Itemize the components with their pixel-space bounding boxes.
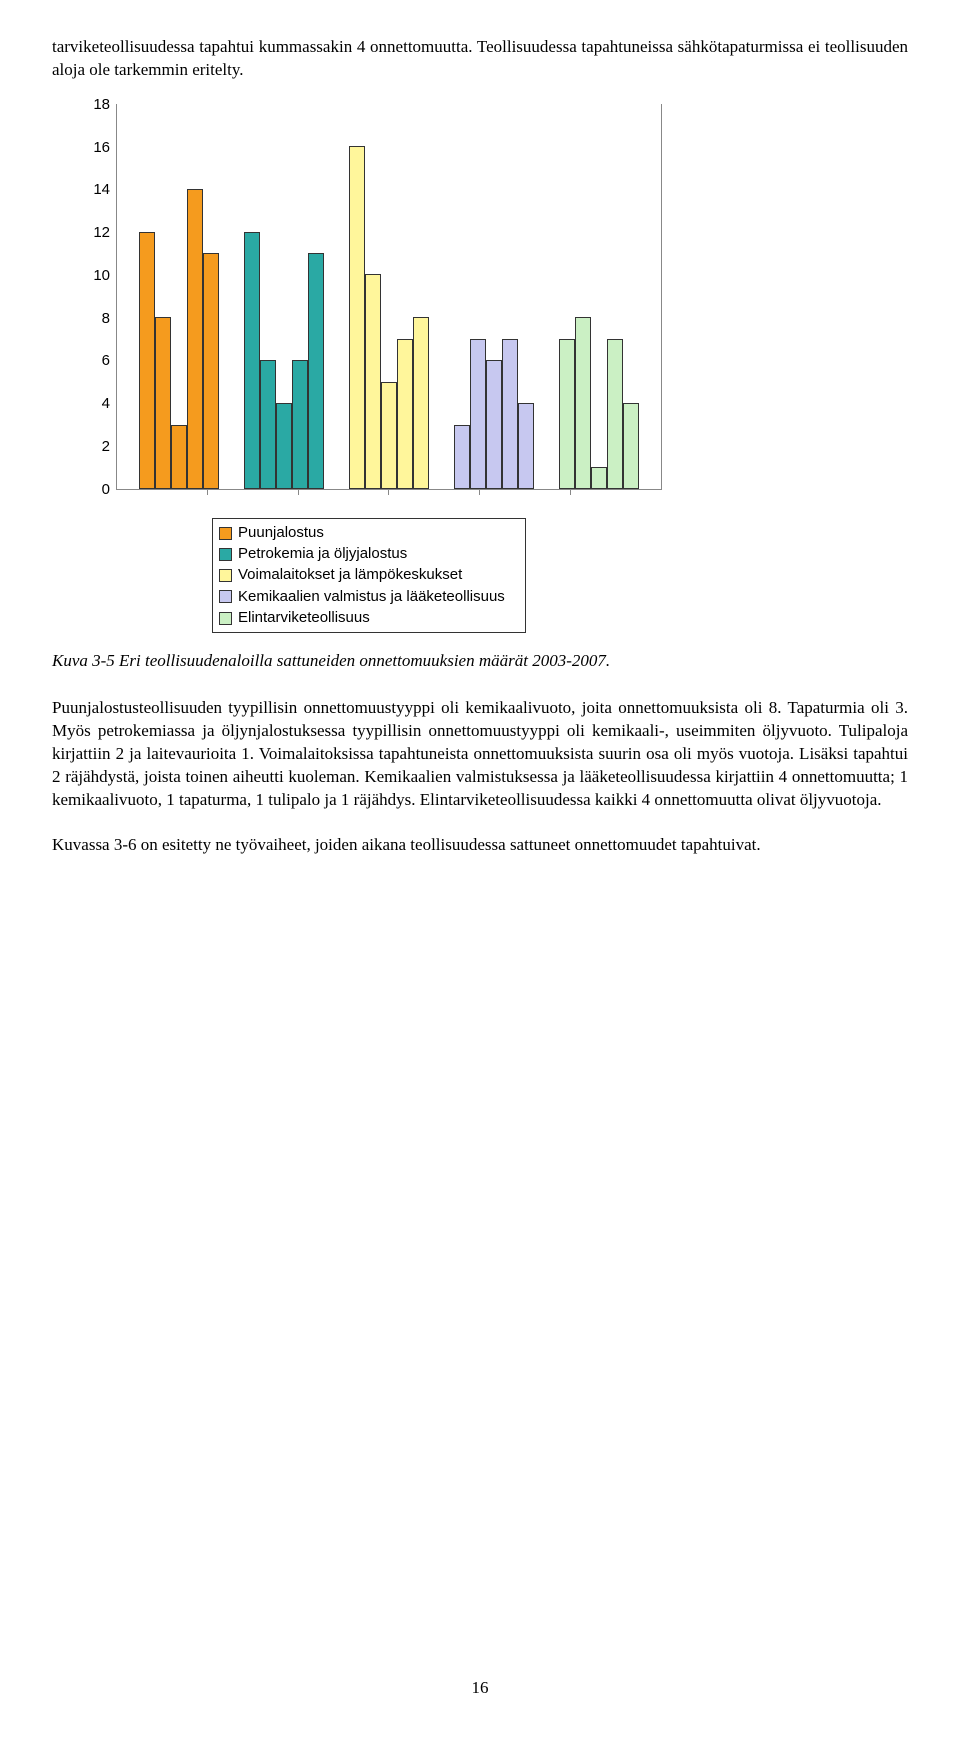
bar (591, 467, 607, 488)
legend-item: Petrokemia ja öljyjalostus (219, 544, 519, 564)
legend-label: Puunjalostus (238, 523, 324, 543)
legend-label: Elintarviketeollisuus (238, 608, 370, 628)
legend-swatch (219, 612, 232, 625)
legend-swatch (219, 527, 232, 540)
bar (171, 425, 187, 489)
bar (260, 360, 276, 489)
y-tick-label: 8 (102, 310, 110, 327)
y-tick-label: 0 (102, 481, 110, 498)
bar (454, 425, 470, 489)
body-paragraph-1: Puunjalostusteollisuuden tyypillisin onn… (52, 697, 908, 812)
bar (349, 146, 365, 489)
legend-swatch (219, 590, 232, 603)
bar (292, 360, 308, 489)
chart-x-ticks (117, 489, 661, 495)
y-tick-label: 4 (102, 395, 110, 412)
bar-group (441, 339, 546, 489)
bar (623, 403, 639, 489)
legend-label: Petrokemia ja öljyjalostus (238, 544, 407, 564)
legend-label: Voimalaitokset ja lämpökeskukset (238, 565, 462, 585)
bar (203, 253, 219, 489)
bar (413, 317, 429, 489)
legend-label: Kemikaalien valmistus ja lääketeollisuus (238, 587, 505, 607)
y-tick-label: 14 (93, 181, 110, 198)
bar (155, 317, 171, 489)
page-number: 16 (52, 1678, 908, 1698)
y-tick-label: 18 (93, 96, 110, 113)
bar (502, 339, 518, 489)
legend-swatch (219, 569, 232, 582)
bar (244, 232, 260, 489)
legend-item: Puunjalostus (219, 523, 519, 543)
bar (276, 403, 292, 489)
bar-group (232, 232, 337, 489)
y-tick-label: 10 (93, 267, 110, 284)
body-paragraph-2: Kuvassa 3-6 on esitetty ne työvaiheet, j… (52, 834, 908, 857)
bar (139, 232, 155, 489)
legend-item: Kemikaalien valmistus ja lääketeollisuus (219, 587, 519, 607)
y-tick-label: 12 (93, 224, 110, 241)
bar (559, 339, 575, 489)
chart-container: 181614121086420 PuunjalostusPetrokemia j… (82, 104, 662, 633)
bar (486, 360, 502, 489)
bar-group (337, 146, 442, 489)
bar (187, 189, 203, 489)
y-tick-label: 16 (93, 139, 110, 156)
bar (365, 274, 381, 488)
legend-item: Voimalaitokset ja lämpökeskukset (219, 565, 519, 585)
y-tick-label: 6 (102, 352, 110, 369)
bar (308, 253, 324, 489)
legend-item: Elintarviketeollisuus (219, 608, 519, 628)
bar-group (127, 189, 232, 489)
bar (575, 317, 591, 489)
bar (397, 339, 413, 489)
bar-group (546, 317, 651, 489)
chart-legend: PuunjalostusPetrokemia ja öljyjalostusVo… (212, 518, 526, 633)
bar (381, 382, 397, 489)
y-tick-label: 2 (102, 438, 110, 455)
chart-bars (116, 104, 661, 490)
chart-y-axis: 18 16 14 12 10 8 6 4 2 0 (82, 96, 116, 498)
chart-plot-area: 181614121086420 (82, 104, 662, 490)
legend-swatch (219, 548, 232, 561)
bar (518, 403, 534, 489)
bar (607, 339, 623, 489)
chart-caption: Kuva 3-5 Eri teollisuudenaloilla sattune… (52, 651, 908, 671)
intro-paragraph: tarviketeollisuudessa tapahtui kummassak… (52, 36, 908, 82)
bar (470, 339, 486, 489)
